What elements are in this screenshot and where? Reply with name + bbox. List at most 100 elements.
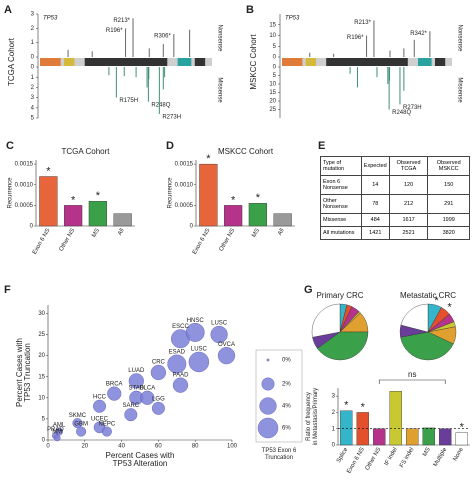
bubble-label: NEPC xyxy=(99,421,116,427)
bar xyxy=(455,432,468,446)
mutation-label: R213* xyxy=(113,18,130,24)
y-tick-label: 3 xyxy=(31,12,35,18)
table-cell: 3820 xyxy=(427,226,470,240)
bubble-label: CRC xyxy=(152,360,166,366)
y-tick-label: 0.0015 xyxy=(175,162,194,168)
gene-label: TP53 xyxy=(285,16,300,22)
x-tick-label: 60 xyxy=(155,444,162,450)
y-tick-label: 10 xyxy=(38,395,45,401)
y-tick-label: 10 xyxy=(269,82,276,88)
y-tick-label: 30 xyxy=(38,311,45,317)
y-tick-label: 15 xyxy=(269,22,276,28)
table-cell: 291 xyxy=(427,194,470,214)
bar xyxy=(88,201,107,227)
protein-domain xyxy=(435,58,446,66)
significance-star: * xyxy=(361,401,366,413)
x-tick-label: 80 xyxy=(192,444,199,450)
pie-slice xyxy=(317,331,369,361)
y-axis-title: TCGA Cohort xyxy=(7,37,16,86)
y-tick-label: 20 xyxy=(38,353,45,359)
x-tick-label: Multiple xyxy=(433,446,449,467)
mutation-label: R213* xyxy=(354,20,371,26)
bar xyxy=(373,428,386,446)
y-axis-title: Percent Cases with xyxy=(15,338,24,407)
bar xyxy=(39,176,58,227)
y-tick-label: 0.0005 xyxy=(15,203,34,209)
y-tick-label: 3 xyxy=(31,95,35,101)
x-tick-label: MS xyxy=(91,228,101,239)
bubble xyxy=(72,418,83,429)
significance-star: * xyxy=(71,194,76,206)
y-tick-label: 0 xyxy=(31,55,35,61)
x-tick-label: Exon 6 NS xyxy=(346,447,366,475)
bar xyxy=(340,410,353,446)
table-cell: Exon 6 Nonsense xyxy=(320,175,362,195)
bubble-label: LUSC xyxy=(191,347,208,353)
size-legend-label: 0% xyxy=(282,358,291,364)
x-tick-label: FS indel xyxy=(399,447,415,469)
table-cell: 484 xyxy=(360,213,390,227)
bubble-label: ESAD xyxy=(169,349,186,355)
bubble-label: PRAD xyxy=(47,427,64,433)
mutation-label: R273H xyxy=(403,105,422,111)
panel-letter: A xyxy=(4,4,12,16)
bubble xyxy=(93,399,107,413)
panel-letter: E xyxy=(318,140,325,152)
bubble xyxy=(76,426,87,437)
bar xyxy=(199,163,218,227)
bubble xyxy=(167,354,187,374)
y-tick-label: 0 xyxy=(190,224,194,230)
table-row: Exon 6 Nonsense 14 120 150 xyxy=(320,175,470,195)
table-cell: Observed MSKCC xyxy=(427,156,470,176)
bar xyxy=(248,203,267,227)
table-cell: 14 xyxy=(360,175,390,195)
y-tick-label: 0 xyxy=(31,65,35,71)
bubble xyxy=(172,377,189,393)
bubble-label: OVCA xyxy=(218,342,235,348)
pie-slice xyxy=(400,331,454,361)
bar xyxy=(113,213,132,227)
panel-letter: D xyxy=(166,140,174,152)
y-tick-label: 0 xyxy=(273,55,277,61)
x-tick-label: 0 xyxy=(46,444,50,450)
table-cell: 1999 xyxy=(427,213,470,227)
bubble-label: SKMC xyxy=(69,413,87,419)
y-tick-label: 20 xyxy=(269,99,276,105)
bubble-label: UCEC xyxy=(91,416,109,422)
x-tick-label: Other NS xyxy=(365,447,383,472)
y-tick-label: 0 xyxy=(30,224,34,230)
significance-star: * xyxy=(344,400,349,412)
x-tick-label: 100 xyxy=(227,444,238,450)
panel-letter: F xyxy=(4,284,11,296)
bubble xyxy=(185,322,205,342)
y-tick-label: 2 xyxy=(31,85,35,91)
table-row: Other Nonsense 78 212 291 xyxy=(320,194,470,214)
x-tick-label: IF indel xyxy=(384,447,399,467)
bubble xyxy=(210,325,228,344)
y-tick-label: 0.0005 xyxy=(175,203,194,209)
series-label: Missense xyxy=(456,77,462,103)
x-tick-label: MS xyxy=(251,228,261,239)
y-tick-label: 15 xyxy=(38,374,45,380)
protein-domain xyxy=(177,58,192,66)
bubble-label: HNSC xyxy=(187,318,205,324)
y-tick-label: 2 xyxy=(332,410,336,416)
bubble xyxy=(53,434,61,442)
x-tick-label: Exon 6 NS xyxy=(32,228,52,256)
y-tick-label: 10 xyxy=(269,33,276,39)
protein-domain xyxy=(64,58,75,66)
significance-star: * xyxy=(256,192,261,204)
y-tick-label: 0.0015 xyxy=(15,162,34,168)
bubble-label: BRCA xyxy=(106,381,123,387)
y-tick-label: 0.0010 xyxy=(15,182,34,188)
bubble-label: MM xyxy=(52,429,62,435)
bracket xyxy=(378,379,446,384)
size-legend-bubble xyxy=(259,397,277,415)
panel-letter: G xyxy=(304,284,313,296)
y-tick-label: 1 xyxy=(31,40,35,46)
y-axis-title: in Metastasis/Primary xyxy=(313,388,319,445)
panel-letter: B xyxy=(246,4,254,16)
y-tick-label: 25 xyxy=(269,107,276,113)
